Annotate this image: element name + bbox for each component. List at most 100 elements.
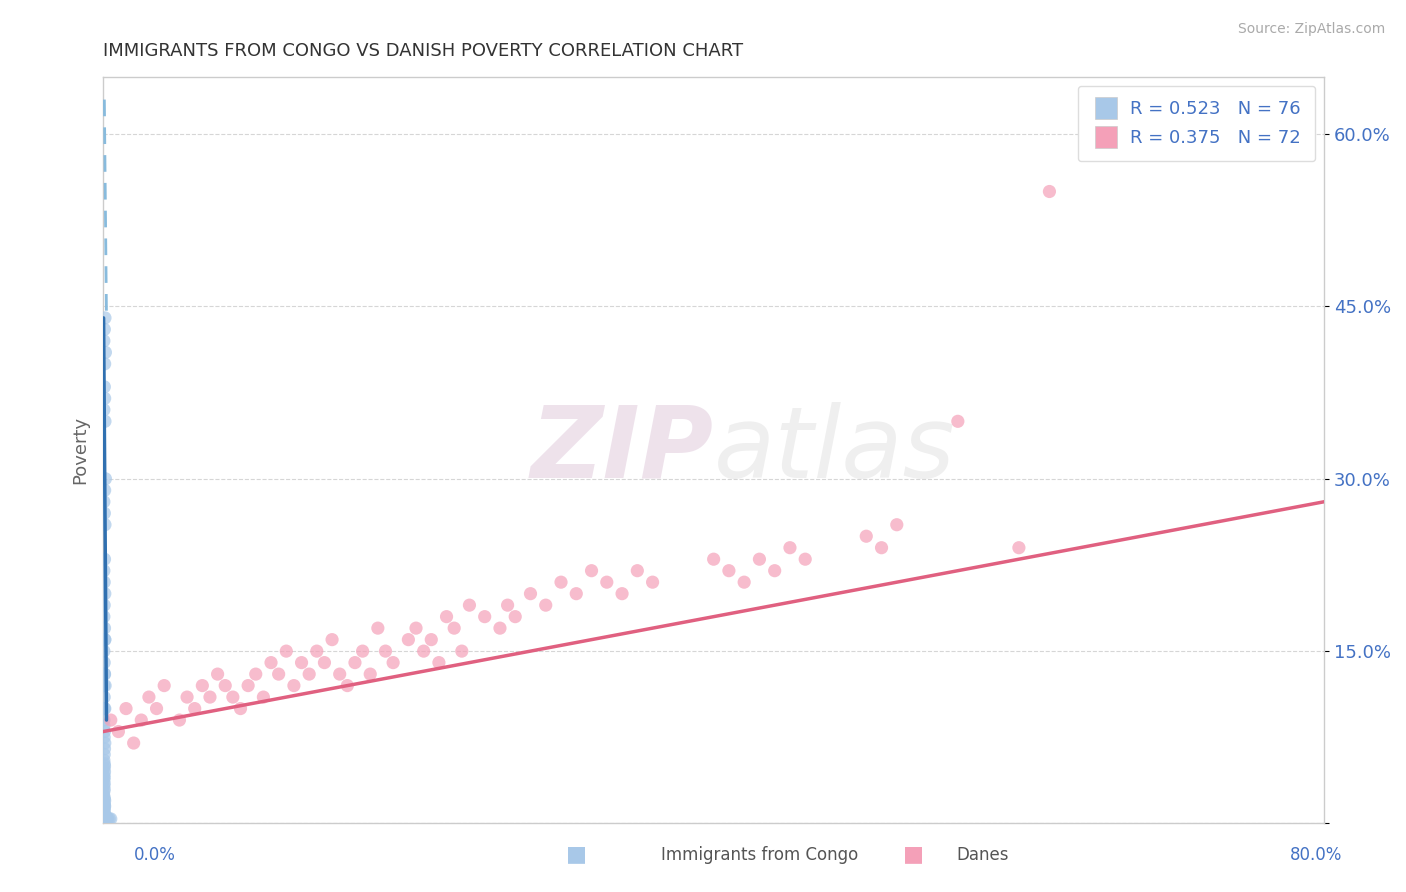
Point [94,587,117,601]
Point [93,796,115,810]
Point [267,667,290,681]
Point [94,472,117,486]
Point [336,679,359,693]
Point [359,667,381,681]
Point [427,656,450,670]
Point [763,564,786,578]
Point [93,771,115,785]
Point [314,656,336,670]
Point [321,632,343,647]
Point [93,731,115,745]
Text: atlas: atlas [714,401,955,499]
Point [450,644,472,658]
Point [93,808,115,822]
Point [420,632,443,647]
Point [93,667,115,681]
Point [93,506,115,520]
Point [214,679,236,693]
Point [100,713,122,727]
Point [93,782,115,797]
Point [260,656,283,670]
Point [329,667,352,681]
Point [94,736,117,750]
Point [96,811,118,825]
Point [93,656,115,670]
Point [946,414,969,428]
Point [97,812,120,826]
Point [641,575,664,590]
Point [581,564,603,578]
Point [94,345,117,359]
Point [93,667,115,681]
Point [93,776,115,790]
Text: Immigrants from Congo: Immigrants from Congo [661,846,858,863]
Point [93,805,115,819]
Point [93,741,115,756]
Point [169,713,191,727]
Point [93,322,115,336]
Point [93,806,115,821]
Point [1008,541,1031,555]
Point [94,632,117,647]
Text: 0.0%: 0.0% [134,846,176,863]
Point [396,632,419,647]
Point [610,587,633,601]
Point [93,747,115,762]
Point [298,667,321,681]
Point [93,807,115,822]
Point [855,529,877,543]
Point [374,644,396,658]
Point [94,808,117,822]
Text: ■: ■ [567,845,586,864]
Point [93,690,115,704]
Point [458,598,481,612]
Point [94,811,117,825]
Point [94,517,117,532]
Point [290,656,312,670]
Point [98,812,121,826]
Point [93,483,115,498]
Point [93,803,115,817]
Point [93,792,115,806]
Point [93,701,115,715]
Point [93,772,115,787]
Point [93,788,115,802]
Point [138,690,160,704]
Point [93,392,115,406]
Point [145,701,167,715]
Point [207,667,229,681]
Point [94,414,117,428]
Point [96,811,118,825]
Point [794,552,817,566]
Point [93,798,115,813]
Point [93,494,115,508]
Point [276,644,298,658]
Point [496,598,519,612]
Point [382,656,405,670]
Point [93,768,115,782]
Point [367,621,389,635]
Point [100,812,122,826]
Point [94,809,117,823]
Point [93,784,115,798]
Point [93,753,115,767]
Point [886,517,908,532]
Point [733,575,755,590]
Point [1038,185,1060,199]
Point [305,644,328,658]
Point [626,564,648,578]
Point [115,701,138,715]
Point [183,701,205,715]
Point [93,797,115,811]
Point [93,609,115,624]
Point [352,644,374,658]
Point [93,564,115,578]
Point [748,552,770,566]
Point [229,701,252,715]
Point [565,587,588,601]
Point [94,632,117,647]
Point [191,679,214,693]
Legend: R = 0.523   N = 76, R = 0.375   N = 72: R = 0.523 N = 76, R = 0.375 N = 72 [1077,86,1315,161]
Point [93,759,115,773]
Point [703,552,725,566]
